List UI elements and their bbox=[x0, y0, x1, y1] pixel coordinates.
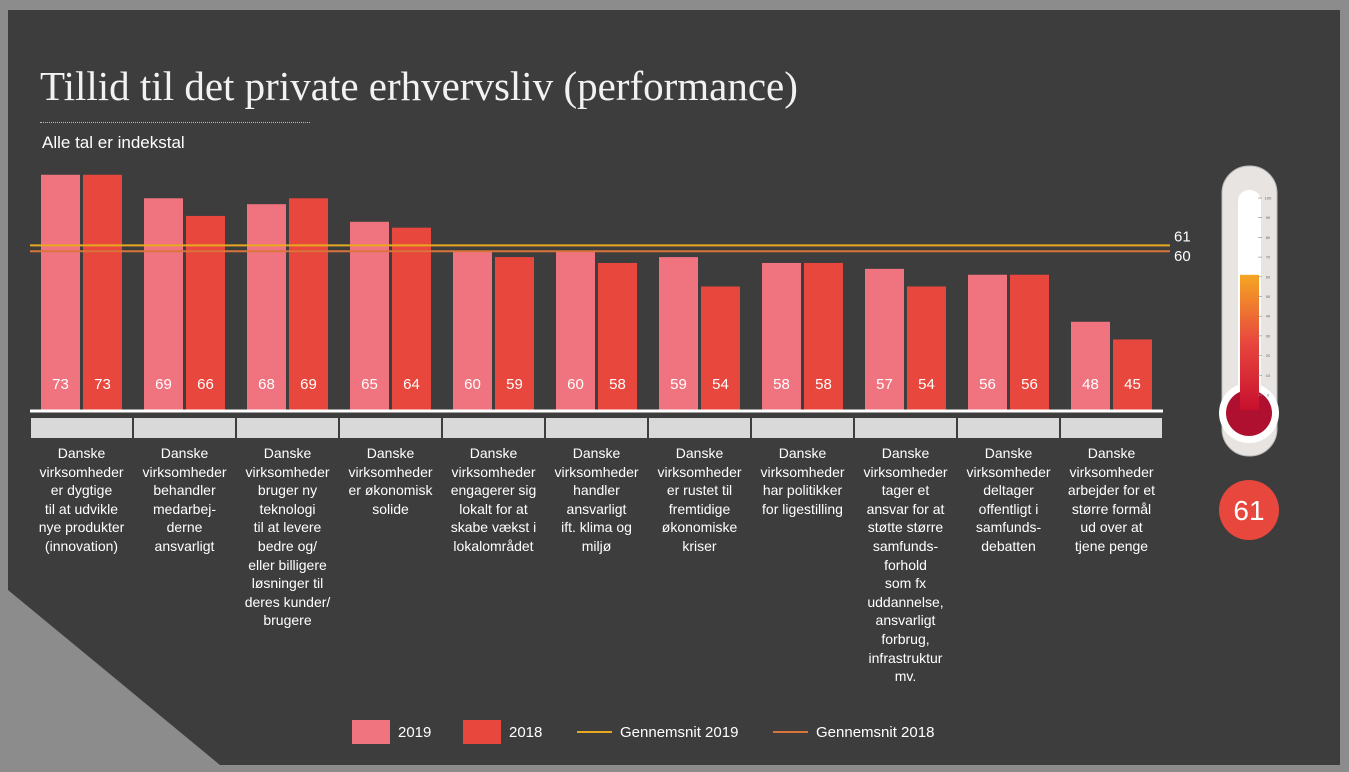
value-label: 56 bbox=[979, 376, 996, 393]
slide: Tillid til det private erhvervsliv (perf… bbox=[0, 0, 1349, 772]
category-band bbox=[546, 418, 647, 438]
value-label: 48 bbox=[1082, 376, 1099, 393]
category-label: Danske virksomheder er dygtige til at ud… bbox=[30, 444, 133, 556]
legend-label: Gennemsnit 2019 bbox=[620, 724, 738, 741]
legend-swatch bbox=[463, 720, 501, 744]
reference-label: 61 bbox=[1174, 228, 1191, 245]
legend-label: 2018 bbox=[509, 724, 542, 741]
category-band bbox=[443, 418, 544, 438]
thermometer-tick-label: 90 bbox=[1266, 215, 1271, 220]
value-label: 69 bbox=[155, 376, 172, 393]
category-label: Danske virksomheder har politikker for l… bbox=[751, 444, 854, 518]
reference-label: 60 bbox=[1174, 248, 1191, 265]
bar bbox=[41, 175, 80, 410]
category-label: Danske virksomheder bruger ny teknologi … bbox=[236, 444, 339, 630]
category-label: Danske virksomheder deltager offentligt … bbox=[957, 444, 1060, 556]
category-label: Danske virksomheder behandler medarbej- … bbox=[133, 444, 236, 556]
value-label: 69 bbox=[300, 376, 317, 393]
value-label: 54 bbox=[918, 376, 935, 393]
value-label: 60 bbox=[464, 376, 481, 393]
value-label: 64 bbox=[403, 376, 420, 393]
value-label: 56 bbox=[1021, 376, 1038, 393]
thermometer-tick-label: 30 bbox=[1266, 333, 1271, 338]
value-label: 59 bbox=[670, 376, 687, 393]
category-band bbox=[649, 418, 750, 438]
value-label: 57 bbox=[876, 376, 893, 393]
thermometer-tick-label: 40 bbox=[1266, 314, 1271, 319]
category-band bbox=[31, 418, 132, 438]
thermometer-value: 61 bbox=[1233, 495, 1264, 526]
category-band bbox=[237, 418, 338, 438]
thermometer-tick-label: 80 bbox=[1266, 235, 1271, 240]
category-band bbox=[958, 418, 1059, 438]
value-label: 60 bbox=[567, 376, 584, 393]
legend-label: 2019 bbox=[398, 724, 431, 741]
category-label: Danske virksomheder handler ansvarligt i… bbox=[545, 444, 648, 556]
category-label: Danske virksomheder arbejder for et stør… bbox=[1060, 444, 1163, 556]
category-band bbox=[340, 418, 441, 438]
bar bbox=[83, 175, 122, 410]
thermometer-tick-label: 50 bbox=[1266, 294, 1271, 299]
value-label: 66 bbox=[197, 376, 214, 393]
category-band bbox=[134, 418, 235, 438]
thermometer-tick-label: 20 bbox=[1266, 353, 1271, 358]
thermometer-tick-label: 0 bbox=[1267, 393, 1270, 398]
value-label: 58 bbox=[609, 376, 626, 393]
value-label: 68 bbox=[258, 376, 275, 393]
category-label: Danske virksomheder er rustet til fremti… bbox=[648, 444, 751, 556]
thermometer-fill bbox=[1240, 275, 1259, 410]
category-band bbox=[752, 418, 853, 438]
category-band bbox=[855, 418, 956, 438]
value-label: 45 bbox=[1124, 376, 1141, 393]
thermometer-tick-label: 60 bbox=[1266, 274, 1271, 279]
category-label: Danske virksomheder er økonomisk solide bbox=[339, 444, 442, 518]
value-label: 65 bbox=[361, 376, 378, 393]
chart: 73 73 69 66 68 69 65 64 60 59 60 58 59 54 58 58 57 54 56 56… bbox=[0, 0, 1349, 772]
value-label: 73 bbox=[52, 376, 69, 393]
thermometer-tick-label: 70 bbox=[1266, 255, 1271, 260]
value-label: 73 bbox=[94, 376, 111, 393]
value-label: 54 bbox=[712, 376, 729, 393]
category-label: Danske virksomheder engagerer sig lokalt… bbox=[442, 444, 545, 556]
value-label: 58 bbox=[773, 376, 790, 393]
thermometer-tick-label: 10 bbox=[1266, 373, 1271, 378]
value-label: 59 bbox=[506, 376, 523, 393]
legend-swatch bbox=[352, 720, 390, 744]
bar bbox=[1071, 322, 1110, 410]
category-band bbox=[1061, 418, 1162, 438]
value-label: 58 bbox=[815, 376, 832, 393]
legend-label: Gennemsnit 2018 bbox=[816, 724, 934, 741]
bar bbox=[1113, 339, 1152, 410]
thermometer-tick-label: 100 bbox=[1265, 196, 1272, 201]
category-label: Danske virksomheder tager et ansvar for … bbox=[854, 444, 957, 686]
